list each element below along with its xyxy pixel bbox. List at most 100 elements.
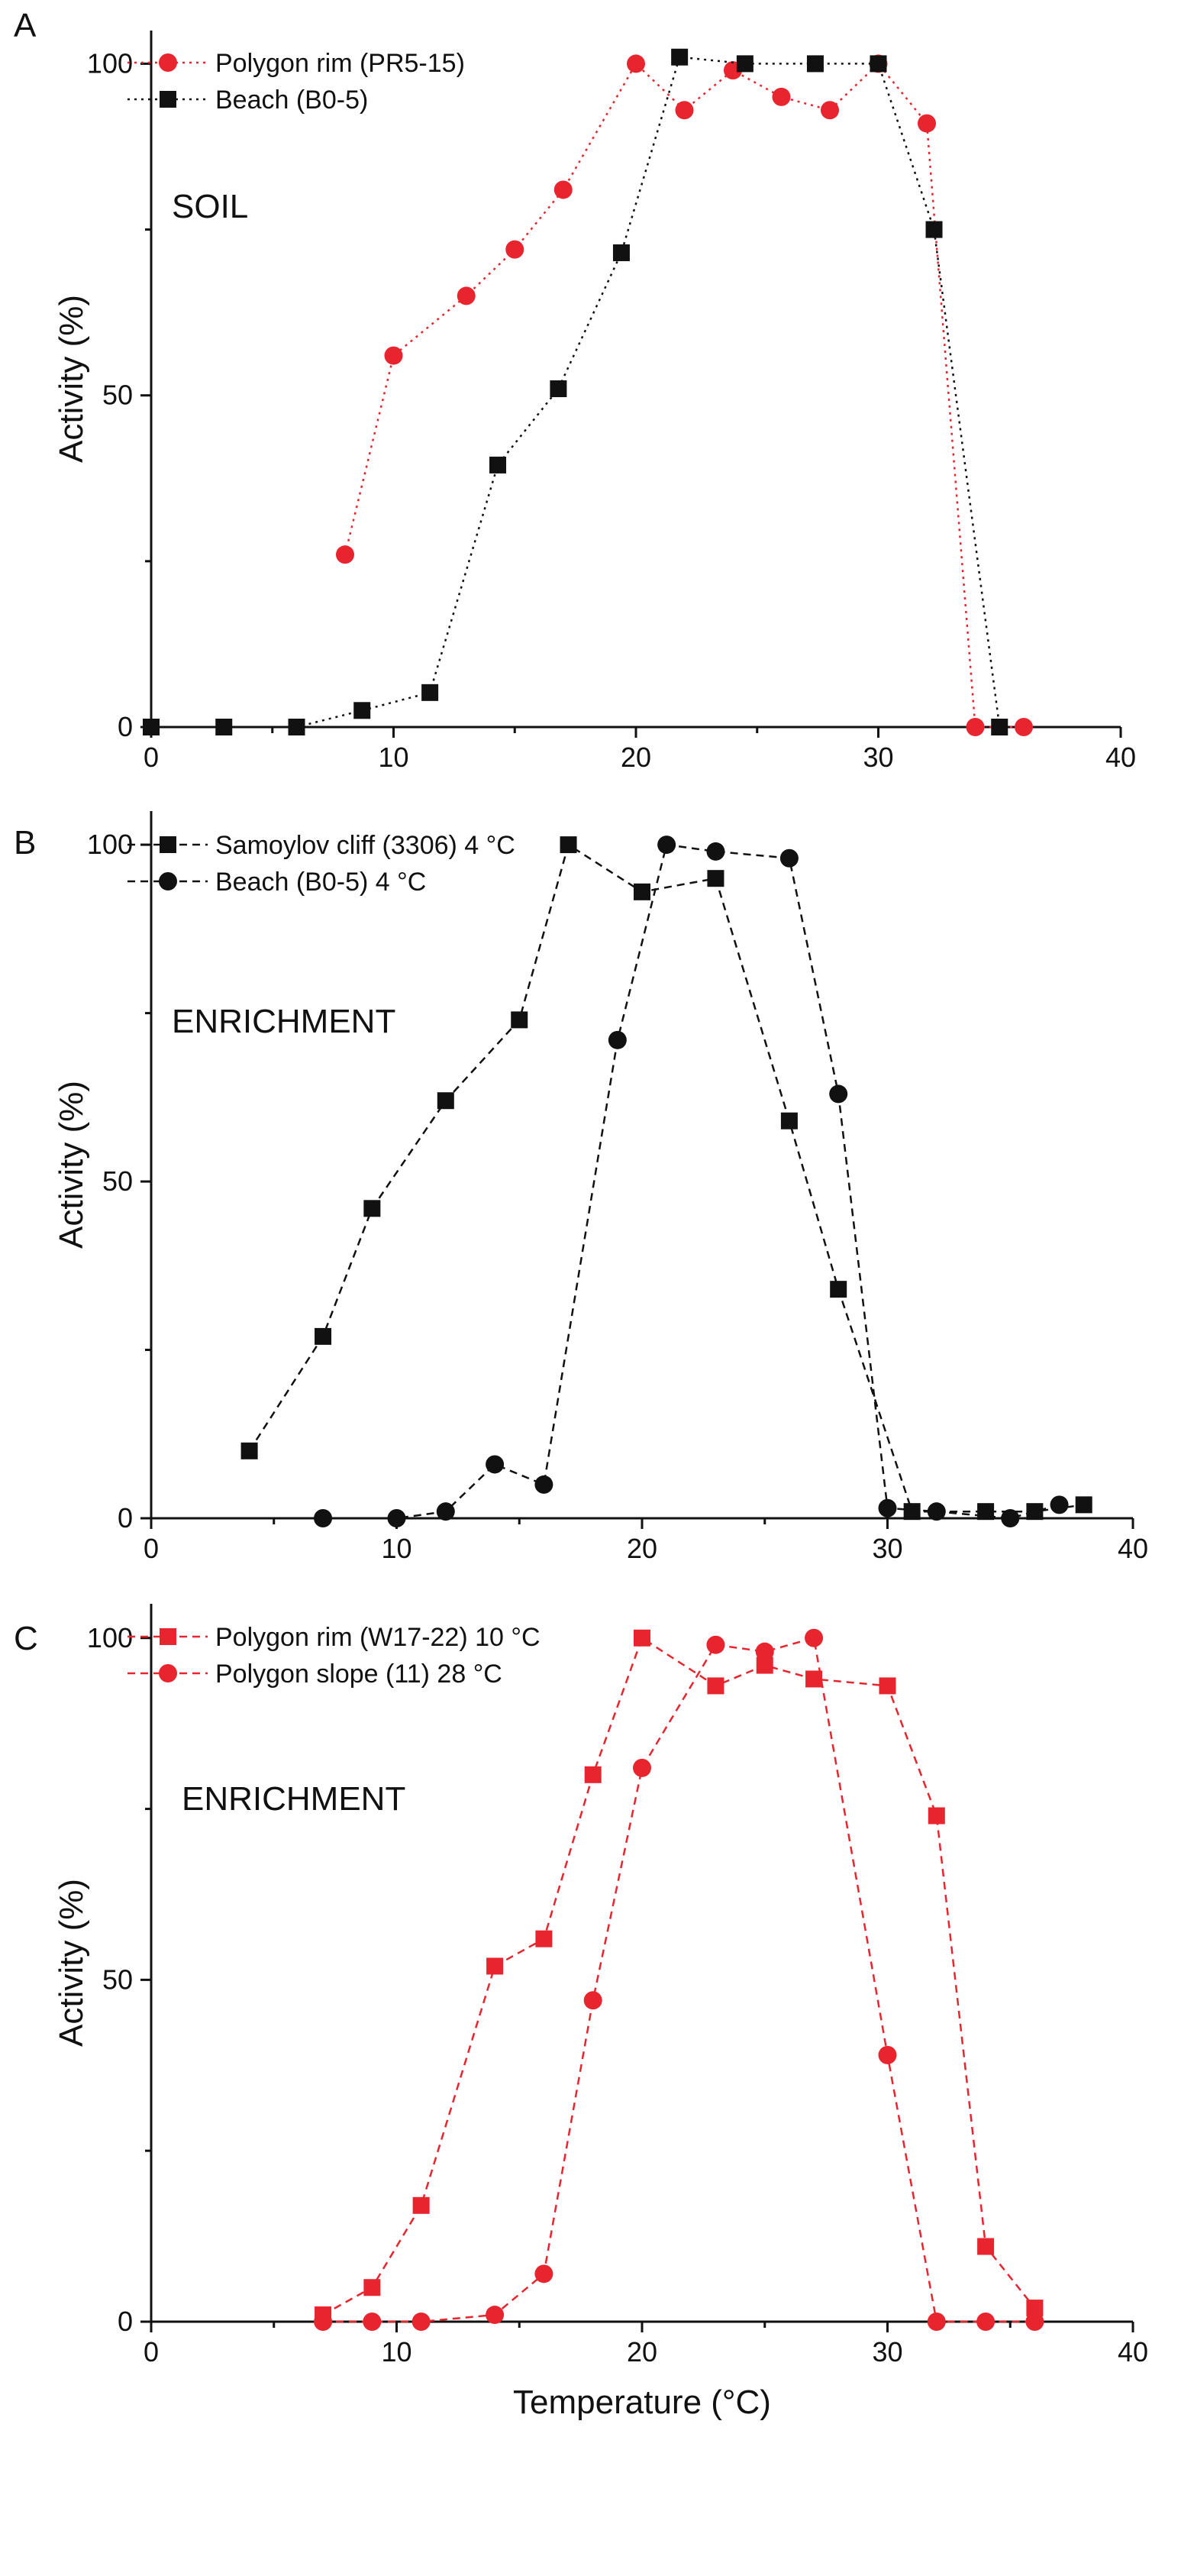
- data-point: [363, 1200, 381, 1217]
- chart-annotation: ENRICHMENT: [172, 1003, 395, 1040]
- data-point: [421, 684, 439, 701]
- data-point: [486, 1957, 504, 1975]
- panel-letter: A: [14, 7, 37, 44]
- y-tick-label: 0: [118, 711, 133, 742]
- x-axis-title: Temperature (°C): [513, 2384, 771, 2421]
- x-tick-label: 40: [1118, 1533, 1148, 1564]
- data-point: [657, 836, 676, 855]
- data-point: [966, 718, 985, 736]
- x-tick-label: 30: [863, 742, 893, 773]
- data-point: [486, 1455, 505, 1474]
- data-point: [829, 1084, 848, 1104]
- data-point: [736, 55, 754, 73]
- data-point: [584, 1766, 602, 1783]
- x-tick-label: 10: [378, 742, 408, 773]
- legend-marker: [160, 836, 176, 853]
- chart-panel-c: C 0 10 20 30 40 0 50 100 Activity (%) Temperature …: [14, 1604, 1148, 2421]
- legend-entry: Polygon rim (PR5-15): [127, 49, 465, 78]
- data-point: [412, 2196, 430, 2214]
- panel-letter: B: [14, 824, 36, 861]
- data-point: [553, 180, 573, 199]
- data-point: [675, 101, 694, 120]
- legend-entry: Polygon slope (11) 28 °C: [127, 1660, 502, 1689]
- legend-marker: [160, 1628, 176, 1645]
- data-point: [411, 2313, 431, 2331]
- y-axis-title: Activity (%): [53, 1081, 90, 1249]
- data-point: [755, 1642, 774, 1661]
- data-point: [879, 1677, 896, 1695]
- x-tick-label: 10: [381, 1533, 411, 1564]
- axis-frame: [150, 811, 1133, 1520]
- axis-frame: [150, 1604, 1133, 2323]
- data-point: [627, 54, 645, 73]
- data-point: [1025, 2313, 1044, 2331]
- data-point: [1026, 2300, 1044, 2317]
- data-point: [805, 1670, 823, 1688]
- y-axis-title: Activity (%): [53, 1879, 90, 2047]
- series-line: [151, 56, 1001, 729]
- data-point: [143, 719, 160, 735]
- data-point: [314, 2313, 333, 2331]
- data-point: [288, 719, 305, 735]
- data-point: [634, 883, 650, 900]
- legend-entry: Beach (B0-5) 4 °C: [127, 868, 426, 897]
- data-point: [918, 114, 936, 133]
- data-point: [336, 545, 354, 564]
- x-tick-label: 30: [872, 1533, 902, 1564]
- data-point: [991, 719, 1008, 735]
- panel-letter: C: [14, 1620, 38, 1657]
- data-point: [215, 719, 233, 735]
- series-1: [240, 836, 1092, 1521]
- data-point: [240, 1442, 258, 1459]
- y-tick-label: 100: [87, 1622, 133, 1653]
- data-point: [511, 1011, 528, 1029]
- data-point: [457, 286, 476, 305]
- data-point: [707, 1677, 724, 1695]
- chart-panel-b: B 0 10 20 30 40 0 50 100 Activity (%) ENRICHMENT Sa…: [14, 811, 1148, 1564]
- data-point: [489, 456, 507, 474]
- data-point: [976, 2313, 996, 2331]
- series-2: [314, 836, 1069, 1527]
- data-point: [927, 2313, 946, 2331]
- data-point: [560, 836, 577, 854]
- data-point: [821, 101, 839, 120]
- y-tick-label: 50: [102, 1165, 133, 1197]
- legend-label: Beach (B0-5) 4 °C: [215, 868, 426, 897]
- data-point: [707, 870, 724, 887]
- data-point: [353, 702, 371, 719]
- data-point: [505, 240, 524, 259]
- chart-annotation: SOIL: [172, 188, 248, 225]
- data-point: [830, 1281, 847, 1298]
- y-tick-label: 100: [87, 47, 133, 79]
- data-point: [387, 1509, 406, 1527]
- x-tick-label: 40: [1105, 742, 1136, 773]
- series-2: [143, 48, 1008, 735]
- data-point: [1026, 1503, 1044, 1521]
- x-tick-label: 20: [627, 2336, 657, 2368]
- legend-marker: [159, 53, 177, 72]
- chart-annotation: ENRICHMENT: [182, 1780, 405, 1818]
- data-point: [706, 1635, 725, 1654]
- data-point: [1050, 1495, 1069, 1514]
- axis-frame: [150, 31, 1121, 729]
- y-axis-title: Activity (%): [53, 295, 90, 463]
- data-point: [633, 1758, 651, 1777]
- data-point: [608, 1030, 627, 1049]
- data-point: [437, 1092, 454, 1110]
- y-tick-label: 100: [87, 829, 133, 860]
- data-point: [977, 2238, 995, 2255]
- data-point: [1001, 1509, 1020, 1527]
- series-line: [323, 843, 1060, 1520]
- x-tick-label: 0: [144, 742, 159, 773]
- legend-label: Polygon rim (W17-22) 10 °C: [215, 1623, 541, 1652]
- legend-label: Polygon rim (PR5-15): [215, 49, 465, 78]
- data-point: [878, 2045, 897, 2064]
- series-line: [323, 1637, 1035, 2323]
- data-point: [534, 1475, 553, 1494]
- legend-marker: [159, 1664, 177, 1682]
- data-point: [534, 2264, 553, 2283]
- x-tick-label: 0: [144, 1533, 159, 1564]
- data-point: [756, 1656, 773, 1674]
- data-point: [878, 1498, 897, 1517]
